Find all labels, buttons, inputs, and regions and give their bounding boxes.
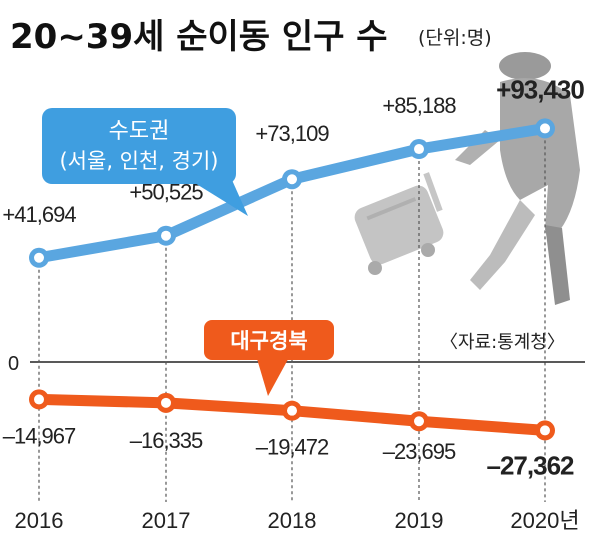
- data-label-daegu: –23,695: [383, 439, 456, 464]
- daegu-callout-box: [204, 320, 334, 360]
- data-point-center-daegu: [414, 416, 424, 427]
- data-label-daegu: –19,472: [256, 435, 329, 460]
- capital-callout-subtitle: (서울, 인천, 경기): [59, 149, 218, 173]
- daegu-callout-title: 대구경북: [230, 329, 307, 353]
- capital-callout-tail: [190, 180, 248, 216]
- zero-tick-label: 0: [8, 353, 19, 375]
- capital-callout: 수도권 (서울, 인천, 경기): [42, 108, 248, 216]
- data-point-center-daegu: [34, 394, 44, 405]
- data-point-center-capital: [161, 230, 171, 241]
- data-point-center-capital: [414, 144, 424, 155]
- chart-title: 20~39세 순이동 인구 수: [10, 17, 388, 57]
- x-tick-label: 2016: [15, 508, 64, 533]
- data-point-center-daegu: [287, 405, 297, 416]
- data-label-capital: +73,109: [255, 121, 329, 146]
- data-label-daegu: –27,362: [487, 450, 575, 480]
- data-point-center-capital: [34, 252, 44, 263]
- capital-callout-title: 수도권: [109, 119, 170, 144]
- data-label-capital: +93,430: [496, 74, 584, 104]
- data-point-center-daegu: [161, 397, 171, 408]
- x-tick-label: 2019: [395, 508, 444, 533]
- data-label-capital: +85,188: [382, 93, 456, 118]
- daegu-callout: 대구경북: [204, 320, 334, 396]
- data-point-center-daegu: [540, 425, 550, 436]
- data-label-daegu: –14,967: [3, 423, 76, 448]
- data-label-capital: +41,694: [2, 202, 76, 227]
- x-tick-label: 2018: [268, 508, 317, 533]
- traveler-silhouette-icon: [354, 52, 580, 305]
- unit-label: (단위:명): [418, 27, 492, 49]
- x-tick-label: 2017: [142, 508, 191, 533]
- daegu-callout-tail: [255, 352, 292, 396]
- data-label-daegu: –16,335: [130, 428, 203, 453]
- capital-callout-box: [42, 108, 236, 184]
- data-point-center-capital: [540, 123, 550, 134]
- source-label: 〈자료:통계청〉: [440, 332, 565, 353]
- data-point-center-capital: [287, 174, 297, 185]
- x-tick-label: 2020년: [510, 508, 579, 533]
